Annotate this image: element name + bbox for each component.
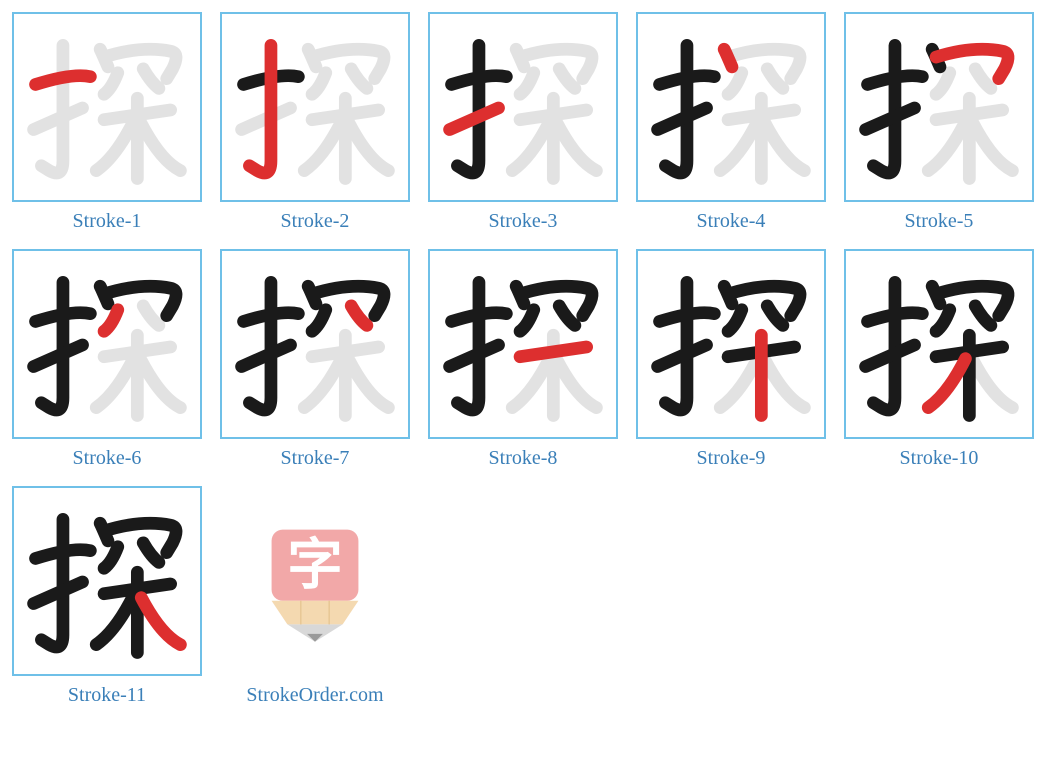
stroke-tile xyxy=(220,249,410,439)
stroke-caption: Stroke-2 xyxy=(281,210,350,233)
logo-caption: StrokeOrder.com xyxy=(246,684,383,707)
stroke-cell: Stroke-6 xyxy=(12,249,202,470)
stroke-caption: Stroke-8 xyxy=(489,447,558,470)
stroke-cell: Stroke-10 xyxy=(844,249,1034,470)
stroke-caption: Stroke-4 xyxy=(697,210,766,233)
stroke-caption: Stroke-3 xyxy=(489,210,558,233)
stroke-tile xyxy=(636,12,826,202)
stroke-grid: Stroke-1 Stroke-2 Stroke-3 Stroke-4 Stroke-5… xyxy=(12,12,1038,707)
stroke-tile xyxy=(636,249,826,439)
stroke-cell: Stroke-11 xyxy=(12,486,202,707)
stroke-cell: Stroke-2 xyxy=(220,12,410,233)
stroke-tile xyxy=(12,249,202,439)
stroke-cell: Stroke-1 xyxy=(12,12,202,233)
stroke-tile xyxy=(844,249,1034,439)
stroke-cell: Stroke-8 xyxy=(428,249,618,470)
stroke-tile xyxy=(220,12,410,202)
stroke-caption: Stroke-5 xyxy=(905,210,974,233)
stroke-tile xyxy=(428,249,618,439)
stroke-tile xyxy=(12,12,202,202)
svg-text:字: 字 xyxy=(287,533,342,595)
stroke-caption: Stroke-6 xyxy=(73,447,142,470)
stroke-caption: Stroke-7 xyxy=(281,447,350,470)
stroke-cell: Stroke-7 xyxy=(220,249,410,470)
stroke-tile xyxy=(428,12,618,202)
stroke-cell: Stroke-3 xyxy=(428,12,618,233)
stroke-caption: Stroke-1 xyxy=(73,210,142,233)
logo-icon: 字 xyxy=(220,486,410,676)
stroke-caption: Stroke-11 xyxy=(68,684,146,707)
stroke-cell: Stroke-4 xyxy=(636,12,826,233)
stroke-cell: Stroke-5 xyxy=(844,12,1034,233)
stroke-caption: Stroke-9 xyxy=(697,447,766,470)
stroke-tile xyxy=(12,486,202,676)
stroke-tile xyxy=(844,12,1034,202)
logo-cell: 字 StrokeOrder.com xyxy=(220,486,410,707)
stroke-caption: Stroke-10 xyxy=(900,447,979,470)
stroke-cell: Stroke-9 xyxy=(636,249,826,470)
